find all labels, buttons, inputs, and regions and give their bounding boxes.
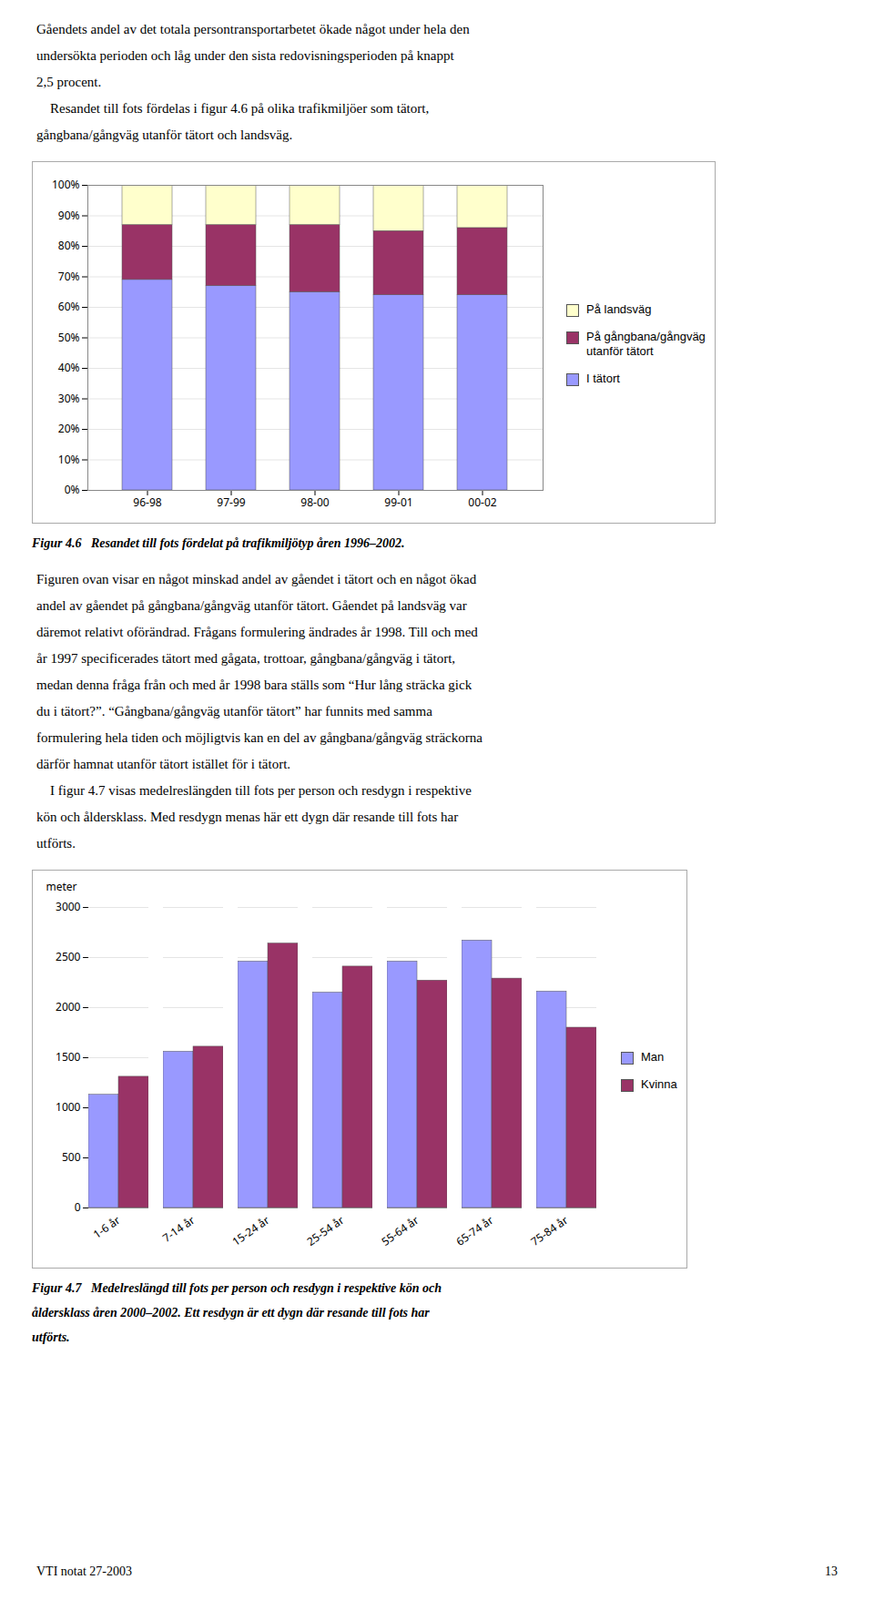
- html-text:VTI notat 27-2003: VTI notat 27-2003: [36, 1564, 133, 1578]
- svg-text:90%: 90%: [58, 207, 81, 224]
- html-text:13: 13: [824, 1564, 838, 1578]
- svg-text:1500: 1500: [55, 1048, 82, 1065]
- html-text:2,5 procent.: 2,5 procent.: [36, 74, 102, 90]
- svg-text:1000: 1000: [55, 1098, 82, 1115]
- svg-text:3000: 3000: [55, 898, 82, 915]
- svg-text:2500: 2500: [55, 948, 82, 965]
- svg-text:65-74 år: 65-74 år: [452, 1211, 497, 1249]
- svg-text:10%: 10%: [58, 451, 81, 468]
- svg-text:0: 0: [74, 1199, 82, 1215]
- html-text:däremot relativt oförändrad. F: däremot relativt oförändrad. Frågans for…: [36, 624, 478, 640]
- html-text:medan denna fråga från och med: medan denna fråga från och med år 1998 b…: [36, 677, 472, 692]
- html-text:I tätort: I tätort: [586, 371, 620, 386]
- svg-text:7-14 år: 7-14 år: [159, 1211, 198, 1245]
- svg-text:0%: 0%: [64, 481, 81, 498]
- html-text:Resandet till fots fördelas i: Resandet till fots fördelas i figur 4.6 …: [36, 101, 429, 116]
- html-text:år 1997 specificerades tätort: år 1997 specificerades tätort med gågata…: [36, 650, 456, 666]
- html-text:Figuren ovan visar en något mi: Figuren ovan visar en något minskad ande…: [36, 571, 477, 587]
- svg-text:30%: 30%: [58, 390, 81, 407]
- html-text:undersökta perioden och låg un: undersökta perioden och låg under den si…: [36, 48, 454, 63]
- svg-text:99-01: 99-01: [384, 494, 413, 510]
- svg-text:20%: 20%: [58, 420, 81, 437]
- svg-text:15-24 år: 15-24 år: [228, 1211, 273, 1249]
- html-text:utförts.: utförts.: [31, 1330, 70, 1344]
- svg-text:00-02: 00-02: [467, 494, 497, 510]
- html-text:gångbana/gångväg utanför tätor: gångbana/gångväg utanför tätort och land…: [36, 127, 293, 143]
- html-text:kön och åldersklass. Med resdy: kön och åldersklass. Med resdygn menas h…: [36, 809, 459, 824]
- html-text:du i tätort?”. “Gångbana/gångv: du i tätort?”. “Gångbana/gångväg utanför…: [36, 703, 433, 719]
- svg-text:100%: 100%: [51, 176, 81, 193]
- svg-text:1-6 år: 1-6 år: [90, 1211, 123, 1242]
- html-text:Figur 4.6 Resandet till fots f: Figur 4.6 Resandet till fots fördelat på…: [31, 536, 405, 550]
- svg-text:meter: meter: [46, 879, 78, 895]
- svg-text:500: 500: [61, 1148, 82, 1165]
- html-text:Man: Man: [640, 1049, 664, 1064]
- svg-text:50%: 50%: [58, 329, 81, 346]
- svg-text:60%: 60%: [58, 298, 81, 315]
- svg-text:97-99: 97-99: [216, 494, 245, 510]
- svg-text:2000: 2000: [55, 998, 82, 1015]
- svg-text:96-98: 96-98: [132, 494, 162, 510]
- html-text:På gångbana/gångväg utanför tä: På gångbana/gångväg utanför tätort: [586, 329, 706, 358]
- html-text:Figur 4.7 Medelreslängd till f: Figur 4.7 Medelreslängd till fots per pe…: [31, 1280, 442, 1295]
- svg-text:40%: 40%: [58, 359, 81, 376]
- html-text:därför hamnat utanför tätort i: därför hamnat utanför tätort istället fö…: [36, 756, 291, 772]
- svg-text:80%: 80%: [58, 237, 81, 254]
- svg-text:25-54 år: 25-54 år: [303, 1211, 347, 1249]
- svg-text:98-00: 98-00: [300, 494, 329, 510]
- html-text:andel av gåendet på gångbana/g: andel av gåendet på gångbana/gångväg uta…: [36, 598, 467, 613]
- html-text:På landsväg: På landsväg: [586, 302, 652, 316]
- html-text:åldersklass åren 2000–2002. Et: åldersklass åren 2000–2002. Ett resdygn …: [31, 1305, 430, 1320]
- html-text:Gåendets andel av det totala p: Gåendets andel av det totala persontrans…: [36, 21, 470, 37]
- svg-text:70%: 70%: [58, 268, 81, 285]
- html-text:utförts.: utförts.: [36, 835, 76, 851]
- svg-text:75-84 år: 75-84 år: [527, 1211, 571, 1249]
- html-text:Kvinna: Kvinna: [640, 1077, 678, 1091]
- html-text:formulering hela tiden och möj: formulering hela tiden och möjligtvis ka…: [36, 730, 483, 745]
- html-text:I figur 4.7 visas medelresläng: I figur 4.7 visas medelreslängden till f…: [36, 782, 472, 798]
- svg-text:55-64 år: 55-64 år: [377, 1211, 422, 1249]
